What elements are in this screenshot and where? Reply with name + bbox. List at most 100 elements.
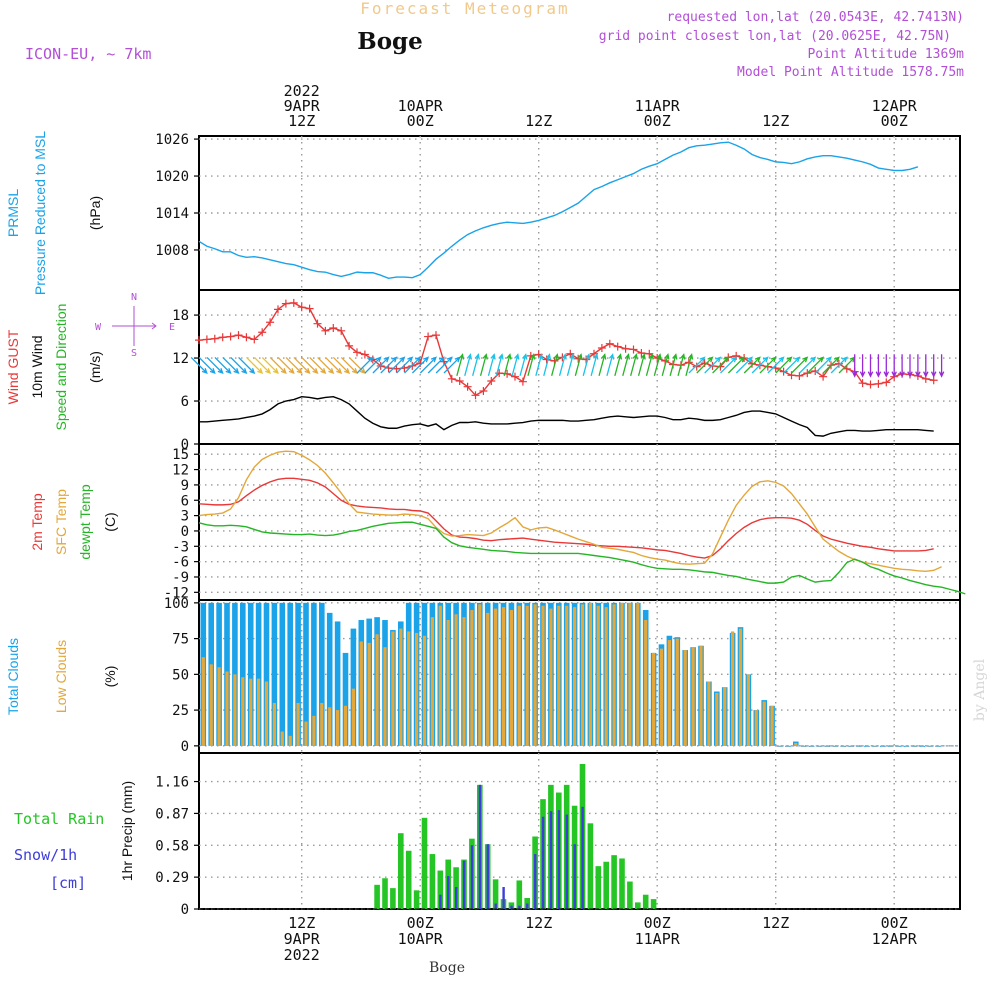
low-cloud-bar	[328, 707, 332, 746]
wind-arrow	[261, 356, 279, 375]
panel-label: Low Clouds	[53, 640, 69, 713]
rain-bar	[421, 817, 428, 909]
low-cloud-bar	[580, 604, 585, 746]
footer-station: Boge	[429, 960, 465, 976]
wind-arrow	[614, 353, 623, 377]
wind-arrow	[348, 356, 366, 375]
low-cloud-bar	[928, 745, 932, 747]
precip-panel: 0 0.29 0.58 0.87 1.16 Total Rain Snow/1h [cm] 1h…	[14, 752, 961, 918]
series-line-10m-wind	[199, 396, 934, 437]
low-cloud-bar	[525, 605, 529, 746]
gust-marker	[716, 362, 725, 371]
wind-arrow	[364, 356, 382, 374]
snow-bar	[439, 894, 442, 909]
wind-arrow	[645, 353, 654, 377]
low-cloud-bar	[438, 605, 442, 746]
top-time-label: 00Z	[881, 112, 908, 130]
gust-marker	[834, 359, 843, 368]
low-cloud-bar	[217, 667, 221, 746]
bottom-time-label: 11APR	[635, 930, 681, 948]
rain-bar	[627, 881, 633, 909]
wind-arrow	[851, 354, 858, 378]
y-tick-label: 0	[181, 524, 189, 540]
wind-arrow	[190, 356, 208, 375]
low-cloud-bar	[683, 650, 687, 746]
model-label: ICON-EU, ~ 7km	[25, 45, 151, 63]
low-cloud-bar	[486, 612, 490, 746]
wind-arrow	[582, 353, 591, 377]
snow-bar	[486, 844, 489, 909]
gust-marker	[274, 305, 282, 314]
low-cloud-bar	[264, 681, 269, 746]
rain-bar	[603, 861, 609, 909]
snow-bar	[526, 903, 529, 909]
rain-bar	[635, 902, 641, 909]
wind-arrow	[198, 356, 216, 375]
wind-arrow	[930, 354, 937, 378]
rain-bar	[619, 858, 625, 909]
wind-arrow	[923, 354, 929, 378]
y-tick-label: 18	[172, 308, 189, 324]
gust-marker	[874, 379, 883, 388]
y-tick-label: 12	[172, 351, 189, 367]
low-cloud-bar	[762, 701, 766, 746]
low-cloud-bar	[367, 642, 371, 746]
panel-label: [cm]	[50, 874, 86, 892]
gust-marker	[345, 341, 354, 350]
wind-arrow	[535, 353, 544, 377]
series-line-dewpt-temp	[198, 521, 966, 595]
gust-marker	[803, 369, 812, 378]
wind-arrow	[883, 354, 890, 378]
wind-arrow	[907, 354, 913, 378]
low-cloud-bar	[636, 602, 640, 746]
low-cloud-bar	[509, 610, 513, 746]
snow-bar	[565, 814, 568, 909]
snow-bar	[534, 854, 537, 909]
low-cloud-bar	[794, 742, 798, 746]
gust-marker	[748, 359, 756, 368]
wind-arrow	[558, 353, 567, 377]
requested-coords: requested lon,lat (20.0543E, 42.7413N)	[667, 10, 964, 25]
gust-marker	[353, 348, 361, 357]
wind-arrow	[464, 353, 473, 377]
gust-marker	[289, 298, 298, 307]
snow-bar	[478, 784, 482, 909]
gust-marker	[337, 326, 346, 335]
rain-bar	[413, 890, 420, 909]
wind-arrow	[653, 353, 662, 377]
low-cloud-bar	[573, 607, 577, 746]
wind-arrow	[590, 353, 599, 377]
snow-bar	[518, 905, 521, 909]
series-line-wind-gust	[198, 302, 934, 397]
top-time-label: 00Z	[407, 112, 434, 130]
wind-arrow	[915, 354, 921, 378]
bottom-time-label: 00Z	[644, 914, 671, 932]
wind-arrow	[822, 356, 840, 374]
total-cloud-bar	[326, 612, 333, 746]
rain-bar	[374, 884, 380, 909]
low-cloud-bar	[533, 604, 537, 746]
y-tick-label: 15	[172, 447, 189, 463]
wind-arrow	[380, 356, 398, 374]
total-cloud-bar	[342, 652, 349, 746]
low-cloud-bar	[446, 620, 450, 746]
gust-marker	[597, 344, 606, 353]
wind-arrow	[301, 356, 319, 375]
wind-arrow	[253, 356, 272, 375]
unit-label: 1hr Precip (mm)	[119, 781, 135, 881]
wind-arrow	[637, 353, 646, 377]
panel-label: Total Rain	[14, 810, 104, 828]
gust-marker	[210, 334, 219, 343]
bottom-time-label: 00Z	[881, 914, 908, 932]
wind-arrow	[356, 356, 374, 374]
wind-arrow	[712, 356, 730, 374]
top-time-label: 12Z	[762, 112, 789, 130]
gust-marker	[281, 299, 290, 308]
low-cloud-bar	[462, 617, 466, 746]
gust-marker	[360, 350, 369, 359]
low-cloud-bar	[201, 657, 205, 746]
low-cloud-bar	[225, 671, 229, 746]
gust-marker	[250, 335, 259, 344]
rain-bar	[405, 850, 412, 909]
